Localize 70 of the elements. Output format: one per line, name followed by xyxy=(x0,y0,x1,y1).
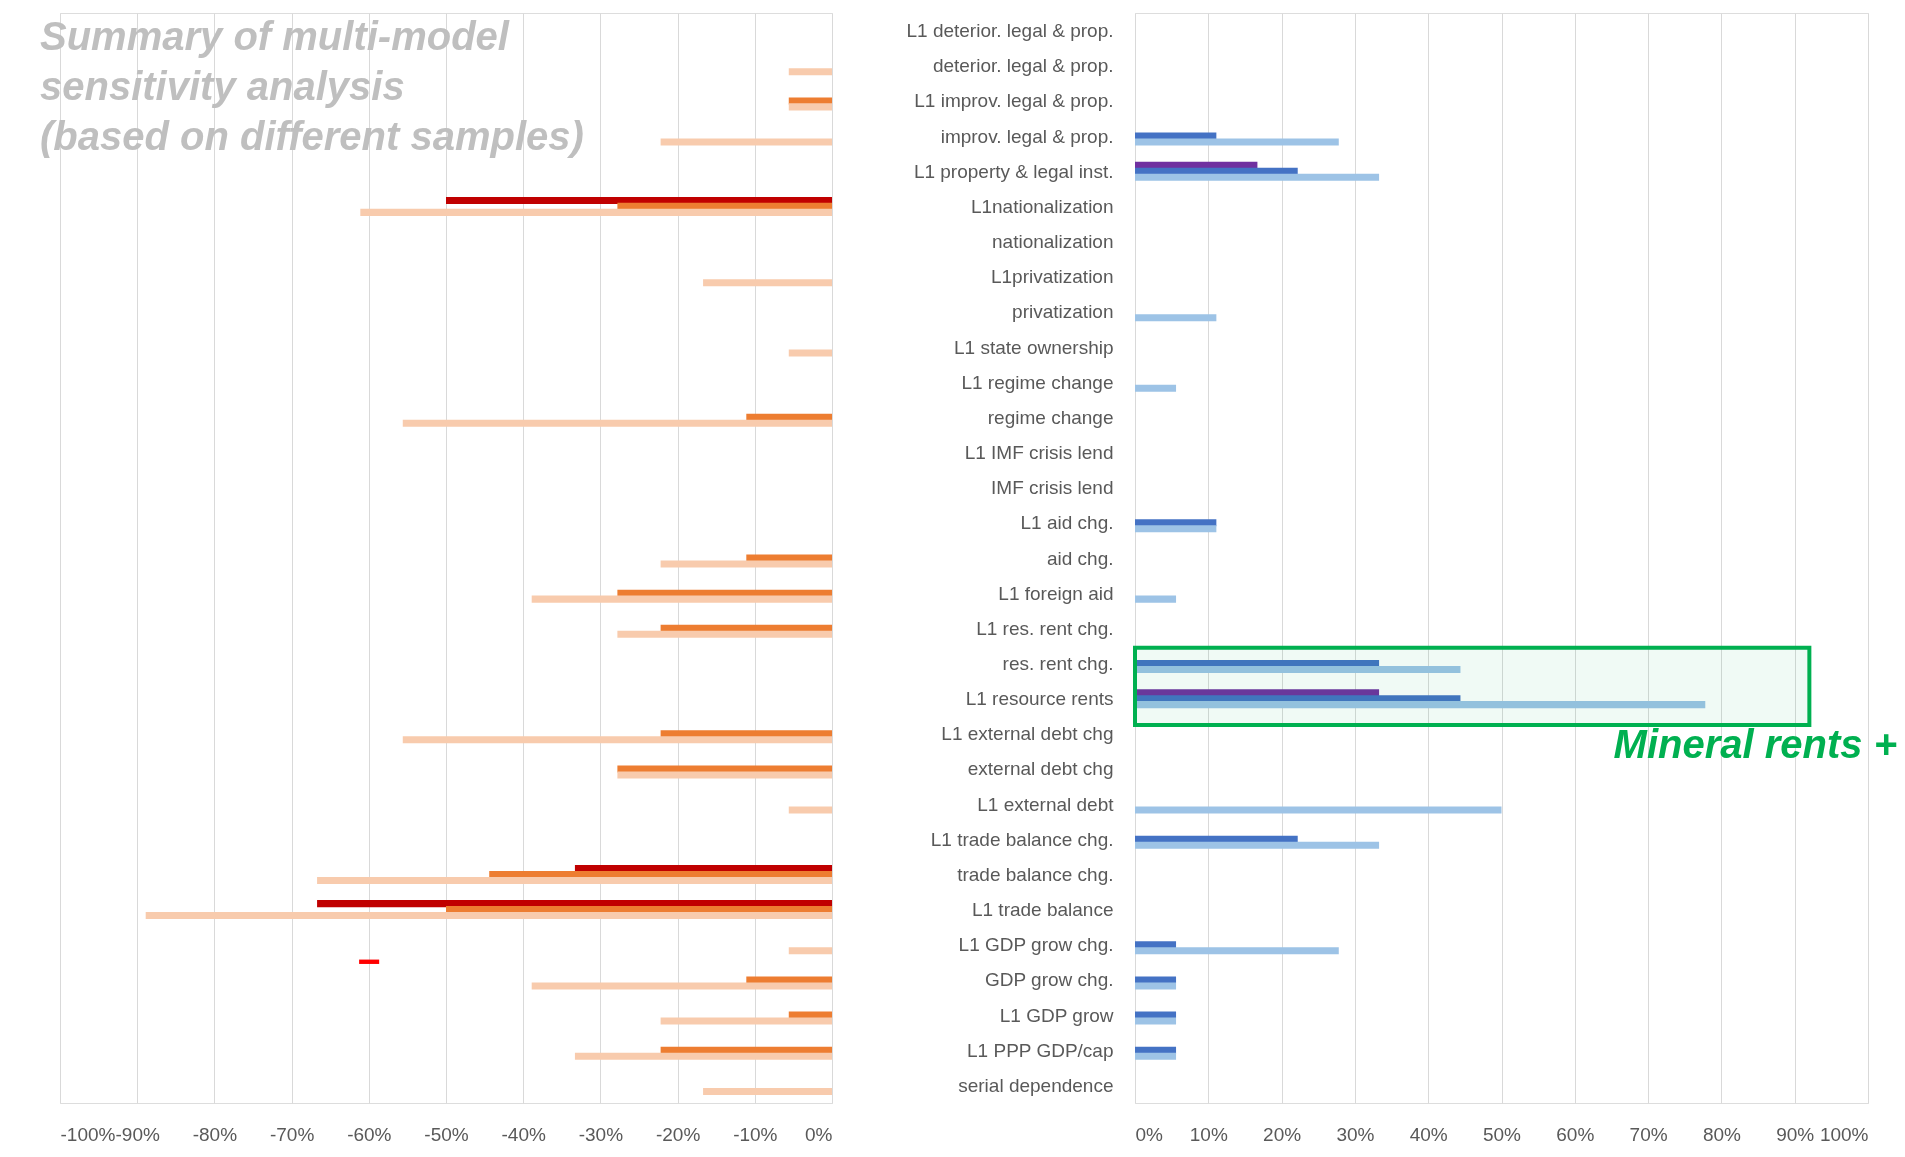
y-tick-label: privatization xyxy=(1012,301,1114,323)
bar xyxy=(1135,806,1502,814)
x-tick-label: -90% xyxy=(115,1123,160,1145)
bar xyxy=(1135,384,1177,392)
y-tick-label: L1 aid chg. xyxy=(1020,512,1114,534)
y-tick-label: aid chg. xyxy=(1046,547,1114,569)
bar xyxy=(1135,1017,1177,1025)
x-tick-label: 50% xyxy=(1482,1123,1522,1145)
text: Summary of multi-model sensitivity analysis (based on different samples) xyxy=(40,14,584,158)
x-tick-label: -20% xyxy=(655,1123,701,1145)
bar xyxy=(1135,525,1217,533)
y-tick-label: improv. legal & prop. xyxy=(940,125,1114,147)
x-tick-label: 60% xyxy=(1556,1123,1595,1145)
y-tick-label: L1 deterior. legal & prop. xyxy=(906,20,1114,42)
y-tick-label: L1 foreign aid xyxy=(998,582,1114,604)
y-tick-label: L1 property & legal inst. xyxy=(913,160,1114,182)
x-tick-label: -50% xyxy=(424,1123,469,1145)
band-label: Mineral rents + xyxy=(1613,722,1897,767)
y-tick-label: regime change xyxy=(987,406,1114,428)
x-tick-label: -60% xyxy=(347,1123,392,1145)
y-tick-label: L1 regime change xyxy=(961,371,1114,393)
x-tick-label: 70% xyxy=(1629,1123,1668,1145)
y-tick-label: L1nationalization xyxy=(970,195,1114,217)
x-tick-label: -70% xyxy=(269,1123,315,1145)
bar xyxy=(1135,841,1380,849)
annotation: − xyxy=(357,939,381,983)
y-tick-label: nationalization xyxy=(992,231,1114,253)
y-tick-label: external debt chg xyxy=(967,758,1114,780)
y-tick-label: L1 improv. legal & prop. xyxy=(914,90,1114,112)
y-tick-label: IMF crisis lend xyxy=(991,477,1114,499)
x-tick-label: -80% xyxy=(192,1123,238,1145)
y-tick-label: L1 IMF crisis lend xyxy=(964,442,1114,464)
bar xyxy=(1135,138,1339,146)
x-tick-label: 10% xyxy=(1189,1123,1228,1145)
y-tick-label: L1 GDP grow chg. xyxy=(958,934,1114,956)
y-tick-label: L1privatization xyxy=(990,266,1114,288)
y-tick-label: L1 PPP GDP/cap xyxy=(967,1039,1114,1061)
y-tick-label: L1 GDP grow xyxy=(999,1004,1114,1026)
x-tick-label: 90% xyxy=(1776,1123,1815,1145)
bar xyxy=(1135,701,1706,709)
x-tick-label: 0% xyxy=(805,1123,833,1145)
x-tick-label: -100% xyxy=(60,1123,116,1145)
bar xyxy=(1135,595,1177,603)
y-tick-label: L1 res. rent chg. xyxy=(976,617,1114,639)
x-tick-label: 40% xyxy=(1409,1123,1448,1145)
x-tick-label: -10% xyxy=(733,1123,778,1145)
y-tick-label: GDP grow chg. xyxy=(985,969,1114,991)
y-tick-label: trade balance chg. xyxy=(957,863,1114,885)
bar xyxy=(1135,1052,1177,1060)
bar xyxy=(1135,173,1380,181)
y-tick-label: L1 external debt chg xyxy=(941,723,1114,745)
x-tick-label: 20% xyxy=(1263,1123,1302,1145)
x-tick-label: -40% xyxy=(501,1123,546,1145)
x-tick-label: 30% xyxy=(1336,1123,1375,1145)
y-tick-label: serial dependence xyxy=(958,1074,1114,1096)
bar xyxy=(1135,314,1217,322)
bar xyxy=(1135,947,1339,955)
y-tick-label: L1 trade balance xyxy=(971,899,1114,921)
y-tick-label: L1 trade balance chg. xyxy=(930,828,1114,850)
x-tick-label: 0% xyxy=(1135,1123,1164,1145)
y-tick-label: L1 state ownership xyxy=(954,336,1114,358)
x-tick-label: 100% xyxy=(1819,1123,1869,1145)
bar xyxy=(1135,665,1461,673)
bar xyxy=(1135,982,1177,990)
y-tick-label: deterior. legal & prop. xyxy=(932,55,1114,77)
y-tick-label: L1 resource rents xyxy=(965,688,1114,710)
x-tick-label: -30% xyxy=(578,1123,624,1145)
x-tick-label: 80% xyxy=(1702,1123,1742,1145)
y-tick-label: res. rent chg. xyxy=(1002,652,1114,674)
y-tick-label: L1 external debt xyxy=(977,793,1115,815)
